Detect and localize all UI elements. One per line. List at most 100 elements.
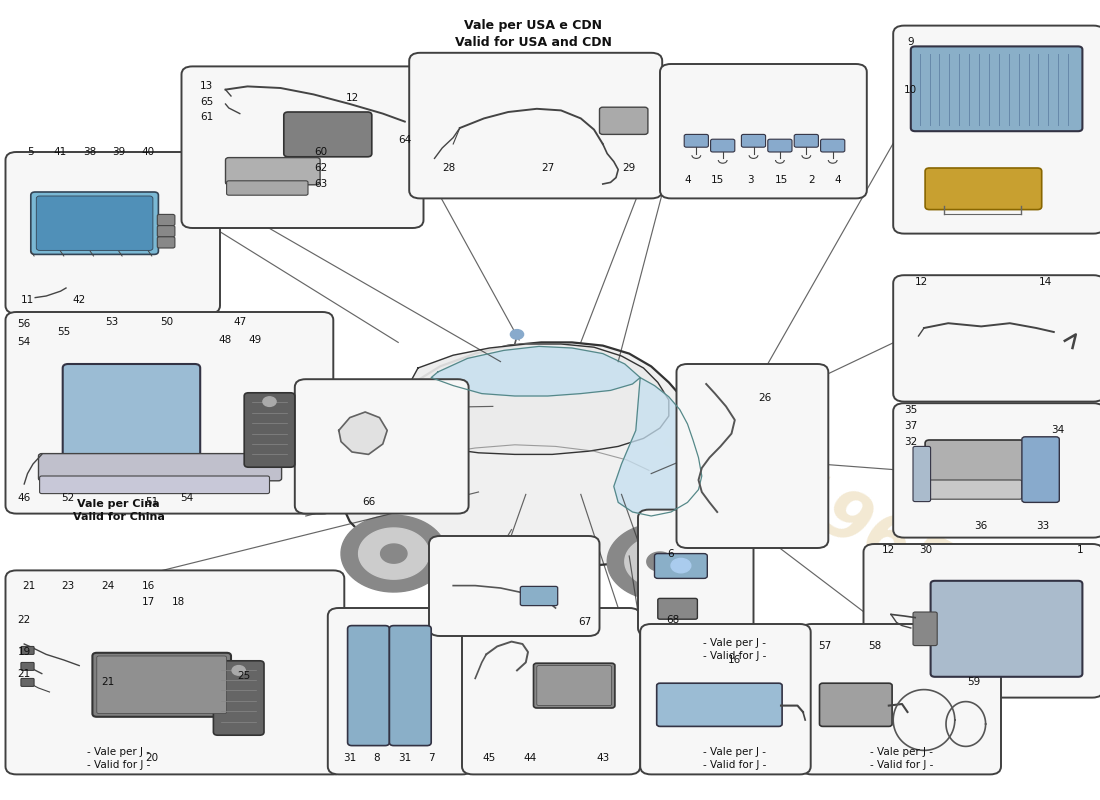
Text: 6: 6 xyxy=(668,549,674,558)
Text: 21: 21 xyxy=(101,677,114,686)
Text: 48: 48 xyxy=(219,335,232,345)
Text: 64: 64 xyxy=(398,135,411,145)
Text: 32: 32 xyxy=(904,437,917,446)
Text: 58: 58 xyxy=(868,642,881,651)
FancyBboxPatch shape xyxy=(640,624,811,774)
Polygon shape xyxy=(341,422,363,435)
Text: since 1965: since 1965 xyxy=(576,356,964,604)
Polygon shape xyxy=(381,544,407,563)
FancyBboxPatch shape xyxy=(429,536,600,636)
FancyBboxPatch shape xyxy=(654,554,707,578)
FancyBboxPatch shape xyxy=(676,364,828,548)
FancyBboxPatch shape xyxy=(328,608,473,774)
FancyBboxPatch shape xyxy=(39,454,282,481)
FancyBboxPatch shape xyxy=(21,662,34,670)
Polygon shape xyxy=(339,412,387,454)
Text: 53: 53 xyxy=(106,317,119,326)
Text: 27: 27 xyxy=(541,163,554,173)
FancyBboxPatch shape xyxy=(534,663,615,708)
Text: 14: 14 xyxy=(1038,277,1052,286)
FancyBboxPatch shape xyxy=(893,275,1100,402)
FancyBboxPatch shape xyxy=(913,446,931,502)
Text: 10: 10 xyxy=(904,85,917,94)
Text: 15: 15 xyxy=(774,175,788,185)
Text: 21: 21 xyxy=(18,669,31,678)
FancyBboxPatch shape xyxy=(893,26,1100,234)
Polygon shape xyxy=(359,528,429,579)
Polygon shape xyxy=(341,515,447,592)
Text: 13: 13 xyxy=(200,82,213,91)
FancyBboxPatch shape xyxy=(660,64,867,198)
Text: 43: 43 xyxy=(596,754,609,763)
FancyBboxPatch shape xyxy=(31,192,158,254)
FancyBboxPatch shape xyxy=(638,510,754,636)
Text: 51: 51 xyxy=(145,498,158,507)
FancyBboxPatch shape xyxy=(182,66,424,228)
FancyBboxPatch shape xyxy=(821,139,845,152)
FancyBboxPatch shape xyxy=(925,440,1024,485)
Text: 49: 49 xyxy=(249,335,262,345)
Text: 15: 15 xyxy=(711,175,724,185)
Text: 54: 54 xyxy=(180,493,194,502)
Text: 52: 52 xyxy=(62,493,75,502)
Text: 66: 66 xyxy=(362,498,375,507)
Text: 29: 29 xyxy=(623,163,636,173)
FancyBboxPatch shape xyxy=(684,134,708,147)
FancyBboxPatch shape xyxy=(36,196,153,250)
Text: 22: 22 xyxy=(18,615,31,625)
Text: 59: 59 xyxy=(967,677,980,686)
Text: 2: 2 xyxy=(808,175,815,185)
FancyBboxPatch shape xyxy=(63,364,200,458)
FancyBboxPatch shape xyxy=(227,181,308,195)
FancyBboxPatch shape xyxy=(462,608,640,774)
Text: 61: 61 xyxy=(200,112,213,122)
Text: 12: 12 xyxy=(915,277,928,286)
FancyBboxPatch shape xyxy=(893,403,1100,538)
Text: 31: 31 xyxy=(398,754,411,763)
Text: 68: 68 xyxy=(667,615,680,625)
Text: 4: 4 xyxy=(835,175,842,185)
Circle shape xyxy=(671,558,691,573)
FancyBboxPatch shape xyxy=(157,226,175,237)
Text: 41: 41 xyxy=(54,147,67,157)
Text: 1: 1 xyxy=(1077,546,1084,555)
FancyBboxPatch shape xyxy=(927,480,1022,499)
FancyBboxPatch shape xyxy=(157,237,175,248)
FancyBboxPatch shape xyxy=(820,683,892,726)
FancyBboxPatch shape xyxy=(6,570,344,774)
FancyBboxPatch shape xyxy=(348,626,389,746)
FancyBboxPatch shape xyxy=(657,683,782,726)
Polygon shape xyxy=(647,552,673,571)
FancyBboxPatch shape xyxy=(864,544,1100,698)
Circle shape xyxy=(263,397,276,406)
Text: 34: 34 xyxy=(1052,426,1065,435)
Text: 4: 4 xyxy=(684,175,691,185)
Text: - Vale per J -
- Valid for J -: - Vale per J - - Valid for J - xyxy=(703,747,767,770)
Polygon shape xyxy=(431,346,640,396)
Text: 47: 47 xyxy=(233,317,246,326)
Text: 50: 50 xyxy=(161,317,174,326)
Text: 65: 65 xyxy=(200,97,213,106)
FancyBboxPatch shape xyxy=(741,134,766,147)
Circle shape xyxy=(510,330,524,339)
Text: 62: 62 xyxy=(315,163,328,173)
FancyBboxPatch shape xyxy=(226,158,320,185)
Text: 21: 21 xyxy=(22,581,35,590)
FancyBboxPatch shape xyxy=(913,612,937,646)
FancyBboxPatch shape xyxy=(92,653,231,717)
Text: Vale per Cina
Valid for China: Vale per Cina Valid for China xyxy=(73,499,165,522)
Polygon shape xyxy=(625,536,695,587)
Text: 3: 3 xyxy=(747,175,754,185)
FancyBboxPatch shape xyxy=(389,626,431,746)
FancyBboxPatch shape xyxy=(711,139,735,152)
Text: 39: 39 xyxy=(112,147,125,157)
Text: 37: 37 xyxy=(904,421,917,430)
Text: Vale per USA e CDN
Valid for USA and CDN: Vale per USA e CDN Valid for USA and CDN xyxy=(455,18,612,49)
FancyBboxPatch shape xyxy=(925,168,1042,210)
FancyBboxPatch shape xyxy=(244,393,295,467)
Text: - Vale per J -
- Valid for J -: - Vale per J - - Valid for J - xyxy=(703,638,767,661)
Polygon shape xyxy=(607,523,713,600)
Text: 44: 44 xyxy=(524,754,537,763)
FancyBboxPatch shape xyxy=(931,581,1082,677)
Text: 16: 16 xyxy=(142,581,155,590)
